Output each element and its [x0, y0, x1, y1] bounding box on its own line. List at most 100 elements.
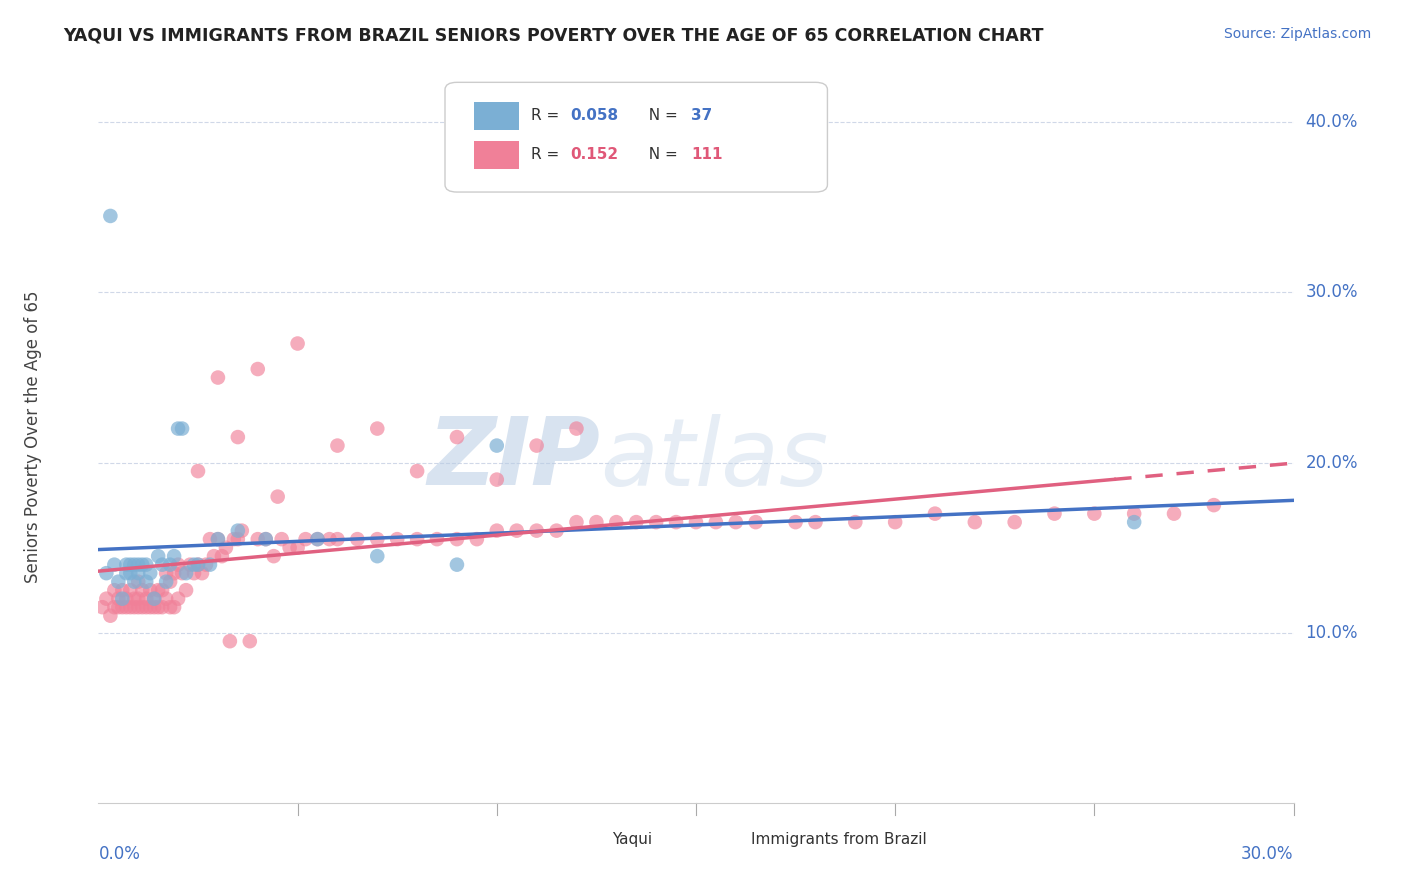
- Point: [155, 574, 177, 589]
- Point: [195, 558, 218, 572]
- Point: [546, 524, 568, 538]
- Text: Source: ZipAtlas.com: Source: ZipAtlas.com: [1223, 27, 1371, 41]
- Point: [96, 591, 118, 606]
- Point: [446, 558, 468, 572]
- Point: [148, 583, 170, 598]
- Point: [254, 532, 277, 546]
- Point: [226, 532, 249, 546]
- Text: N =: N =: [638, 109, 682, 123]
- Bar: [571, 830, 606, 848]
- Point: [179, 558, 201, 572]
- Point: [785, 515, 807, 529]
- Point: [139, 600, 162, 615]
- Point: [127, 600, 149, 615]
- Point: [143, 591, 166, 606]
- Text: atlas: atlas: [600, 414, 828, 505]
- Point: [131, 558, 153, 572]
- Point: [135, 591, 157, 606]
- Point: [115, 591, 138, 606]
- Point: [1123, 515, 1146, 529]
- Point: [485, 524, 508, 538]
- Point: [135, 574, 157, 589]
- Point: [150, 583, 173, 598]
- Point: [155, 591, 177, 606]
- Point: [96, 566, 118, 581]
- Text: 20.0%: 20.0%: [1306, 454, 1358, 472]
- Point: [307, 532, 329, 546]
- Point: [139, 583, 162, 598]
- Point: [124, 591, 146, 606]
- Bar: [474, 141, 519, 169]
- Point: [187, 558, 209, 572]
- Point: [183, 558, 205, 572]
- Point: [139, 566, 162, 581]
- Point: [103, 583, 125, 598]
- Point: [91, 600, 114, 615]
- Text: ZIP: ZIP: [427, 413, 600, 505]
- Point: [231, 524, 253, 538]
- Point: [107, 574, 129, 589]
- Point: [1004, 515, 1026, 529]
- Point: [307, 532, 329, 546]
- Point: [287, 541, 309, 555]
- Point: [1163, 507, 1185, 521]
- Point: [202, 549, 225, 563]
- Point: [346, 532, 368, 546]
- Point: [724, 515, 747, 529]
- Point: [120, 600, 142, 615]
- Text: 40.0%: 40.0%: [1306, 113, 1358, 131]
- Text: Seniors Poverty Over the Age of 65: Seniors Poverty Over the Age of 65: [24, 291, 42, 583]
- Point: [844, 515, 866, 529]
- Point: [267, 490, 290, 504]
- Text: R =: R =: [531, 147, 569, 162]
- Point: [115, 566, 138, 581]
- Point: [163, 600, 186, 615]
- Point: [446, 532, 468, 546]
- Point: [406, 532, 429, 546]
- Point: [167, 558, 190, 572]
- Point: [167, 421, 190, 435]
- Point: [254, 532, 277, 546]
- Point: [246, 532, 269, 546]
- Point: [124, 600, 146, 615]
- Point: [318, 532, 340, 546]
- Text: 10.0%: 10.0%: [1306, 624, 1358, 641]
- Point: [1202, 498, 1225, 512]
- Point: [103, 558, 125, 572]
- Point: [626, 515, 648, 529]
- Bar: [474, 102, 519, 130]
- Point: [884, 515, 907, 529]
- Point: [366, 549, 388, 563]
- Point: [103, 600, 125, 615]
- Point: [645, 515, 668, 529]
- Point: [924, 507, 946, 521]
- Point: [150, 600, 173, 615]
- Text: N =: N =: [638, 147, 682, 162]
- Point: [366, 532, 388, 546]
- Text: R =: R =: [531, 109, 564, 123]
- Point: [191, 566, 214, 581]
- Point: [287, 336, 309, 351]
- Point: [963, 515, 986, 529]
- Point: [270, 532, 292, 546]
- Point: [526, 524, 548, 538]
- Point: [446, 430, 468, 444]
- Point: [111, 591, 134, 606]
- Point: [207, 370, 229, 384]
- Point: [127, 558, 149, 572]
- Point: [278, 541, 301, 555]
- Point: [174, 566, 197, 581]
- Text: 0.152: 0.152: [571, 147, 619, 162]
- Point: [406, 464, 429, 478]
- Text: 0.058: 0.058: [571, 109, 619, 123]
- Point: [187, 558, 209, 572]
- Point: [207, 532, 229, 546]
- Point: [135, 558, 157, 572]
- Bar: [709, 830, 744, 848]
- Text: YAQUI VS IMMIGRANTS FROM BRAZIL SENIORS POVERTY OVER THE AGE OF 65 CORRELATION C: YAQUI VS IMMIGRANTS FROM BRAZIL SENIORS …: [63, 27, 1043, 45]
- Text: 0.0%: 0.0%: [98, 846, 141, 863]
- Point: [148, 549, 170, 563]
- Point: [246, 362, 269, 376]
- Text: Immigrants from Brazil: Immigrants from Brazil: [751, 832, 927, 847]
- Point: [665, 515, 688, 529]
